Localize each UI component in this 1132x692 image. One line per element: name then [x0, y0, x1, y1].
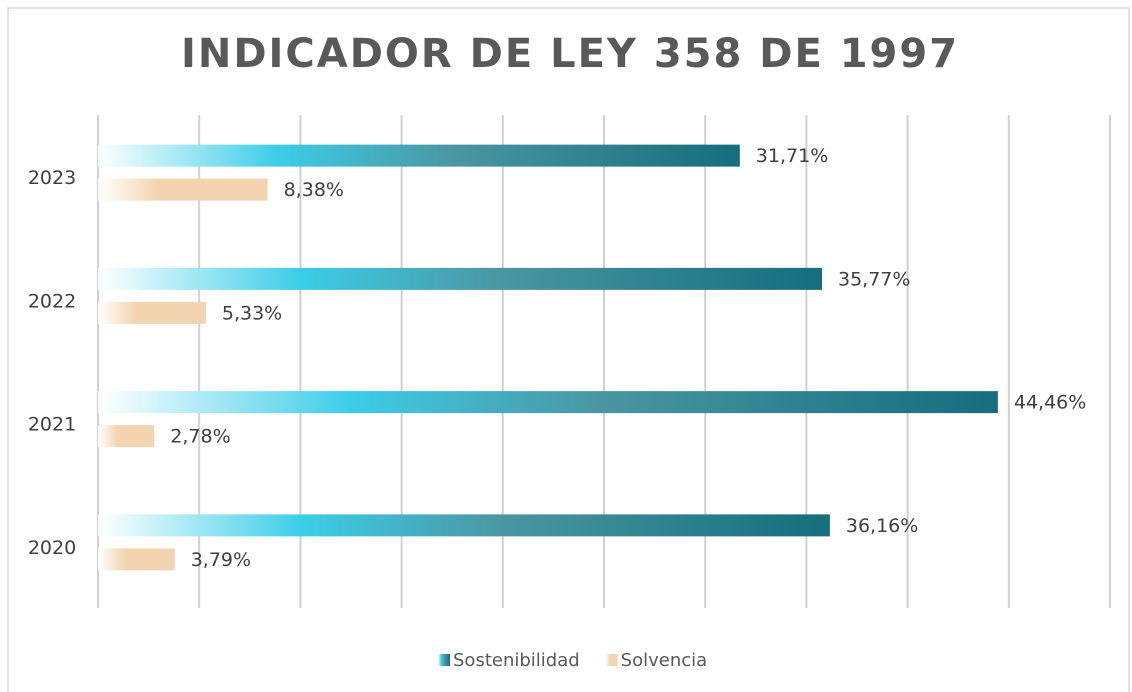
- chart-frame: [7, 7, 1130, 692]
- bar: [98, 144, 740, 167]
- data-label: 31,71%: [756, 145, 828, 167]
- data-label: 8,38%: [284, 179, 344, 201]
- data-label: 44,46%: [1014, 392, 1086, 414]
- bar: [98, 391, 998, 414]
- data-label: 2,78%: [170, 426, 230, 448]
- legend-swatch: [605, 654, 618, 666]
- bar: [98, 548, 175, 571]
- legend-swatch: [438, 654, 450, 666]
- chart-title: INDICADOR DE LEY 358 DE 1997: [181, 31, 959, 77]
- y-tick-label: 2021: [28, 414, 76, 436]
- bar: [98, 267, 822, 290]
- bar: [98, 178, 268, 201]
- data-label: 5,33%: [222, 302, 282, 324]
- data-label: 35,77%: [838, 268, 910, 290]
- bar: [98, 514, 830, 537]
- y-tick-label: 2023: [28, 167, 76, 189]
- legend-label: Solvencia: [621, 650, 708, 671]
- data-label: 3,79%: [191, 549, 251, 571]
- bar: [98, 425, 155, 448]
- bar: [98, 301, 206, 324]
- data-label: 36,16%: [846, 515, 918, 537]
- y-tick-label: 2020: [28, 537, 76, 559]
- legend-label: Sostenibilidad: [453, 650, 580, 671]
- y-tick-label: 2022: [28, 290, 76, 312]
